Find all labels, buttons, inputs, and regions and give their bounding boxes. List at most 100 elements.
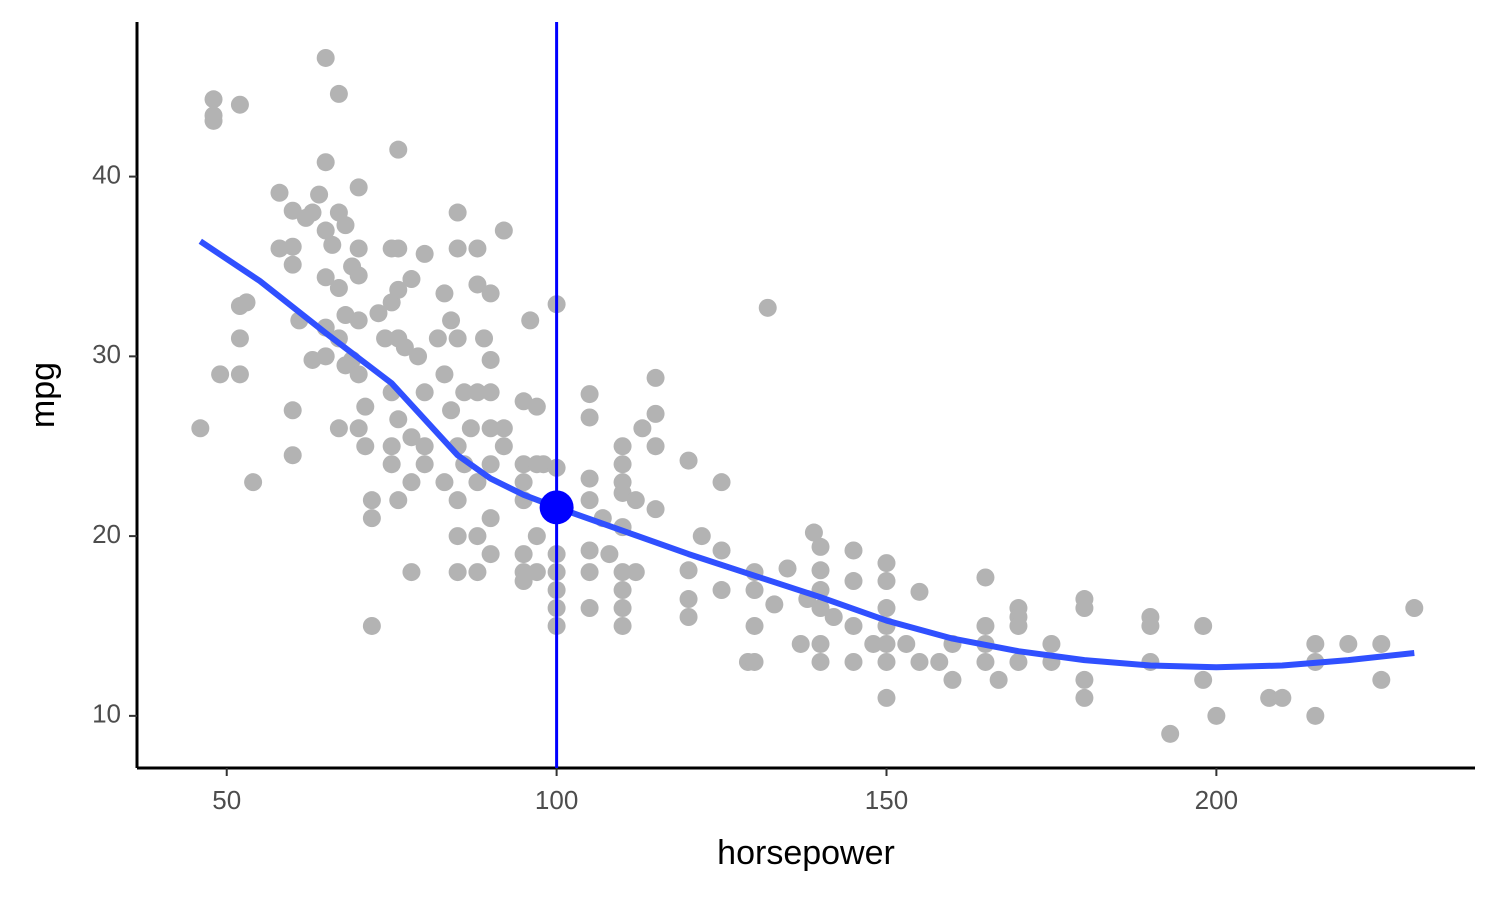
point (481, 419, 500, 438)
point (323, 235, 342, 254)
point (791, 634, 810, 653)
point (1273, 688, 1292, 707)
point (283, 401, 302, 420)
point (877, 572, 896, 591)
point (679, 561, 698, 580)
point (976, 616, 995, 635)
point (1194, 616, 1213, 635)
point (415, 437, 434, 456)
point (389, 491, 408, 510)
point (389, 280, 408, 299)
point (230, 95, 249, 114)
point (283, 255, 302, 274)
point (329, 419, 348, 438)
point (844, 572, 863, 591)
point (349, 311, 368, 330)
point (349, 266, 368, 285)
point (395, 338, 414, 357)
x-tick-label: 200 (1195, 785, 1238, 815)
point (389, 140, 408, 159)
point (481, 455, 500, 474)
point (679, 590, 698, 609)
point (580, 469, 599, 488)
point (877, 554, 896, 573)
point (613, 563, 632, 582)
point (745, 581, 764, 600)
point (765, 595, 784, 614)
point (468, 563, 487, 582)
point (864, 634, 883, 653)
point (1042, 634, 1061, 653)
point (514, 455, 533, 474)
point (468, 383, 487, 402)
point (613, 599, 632, 618)
point (521, 311, 540, 330)
point (310, 185, 329, 204)
point (844, 616, 863, 635)
point (369, 304, 388, 323)
point (580, 385, 599, 404)
point (481, 350, 500, 369)
point (329, 279, 348, 298)
point (349, 365, 368, 384)
point (580, 599, 599, 618)
point (989, 670, 1008, 689)
point (349, 419, 368, 438)
point (316, 48, 335, 67)
point (692, 527, 711, 546)
point (468, 275, 487, 294)
point (646, 404, 665, 423)
point (745, 616, 764, 635)
point (448, 491, 467, 510)
point (1009, 652, 1028, 671)
point (626, 491, 645, 510)
point (877, 634, 896, 653)
point (303, 203, 322, 222)
point (448, 329, 467, 348)
point (646, 437, 665, 456)
point (336, 216, 355, 235)
point (1194, 670, 1213, 689)
point (349, 178, 368, 197)
point (910, 652, 929, 671)
point (356, 437, 375, 456)
point (897, 634, 916, 653)
point (435, 365, 454, 384)
point (1075, 599, 1094, 618)
point (613, 483, 632, 502)
point (481, 383, 500, 402)
point (270, 183, 289, 202)
x-axis-title: horsepower (717, 834, 895, 872)
point (435, 473, 454, 492)
point (442, 401, 461, 420)
point (204, 90, 223, 109)
point (1141, 616, 1160, 635)
point (448, 203, 467, 222)
point (1207, 706, 1226, 725)
point (270, 239, 289, 258)
point (382, 455, 401, 474)
y-axis-title: mpg (24, 362, 62, 428)
point (316, 268, 335, 287)
point (1372, 670, 1391, 689)
point (461, 419, 480, 438)
y-tick-label: 40 (92, 159, 121, 189)
point (448, 563, 467, 582)
x-tick-label: 100 (535, 785, 578, 815)
point (943, 670, 962, 689)
y-tick-label: 30 (92, 339, 121, 369)
point (514, 473, 533, 492)
point (877, 599, 896, 618)
point (580, 408, 599, 427)
point (580, 541, 599, 560)
point (514, 545, 533, 564)
point (613, 581, 632, 600)
point (211, 365, 230, 384)
point (527, 397, 546, 416)
point (758, 298, 777, 317)
point (230, 365, 249, 384)
point (844, 541, 863, 560)
point (362, 491, 381, 510)
point (362, 616, 381, 635)
point (283, 446, 302, 465)
